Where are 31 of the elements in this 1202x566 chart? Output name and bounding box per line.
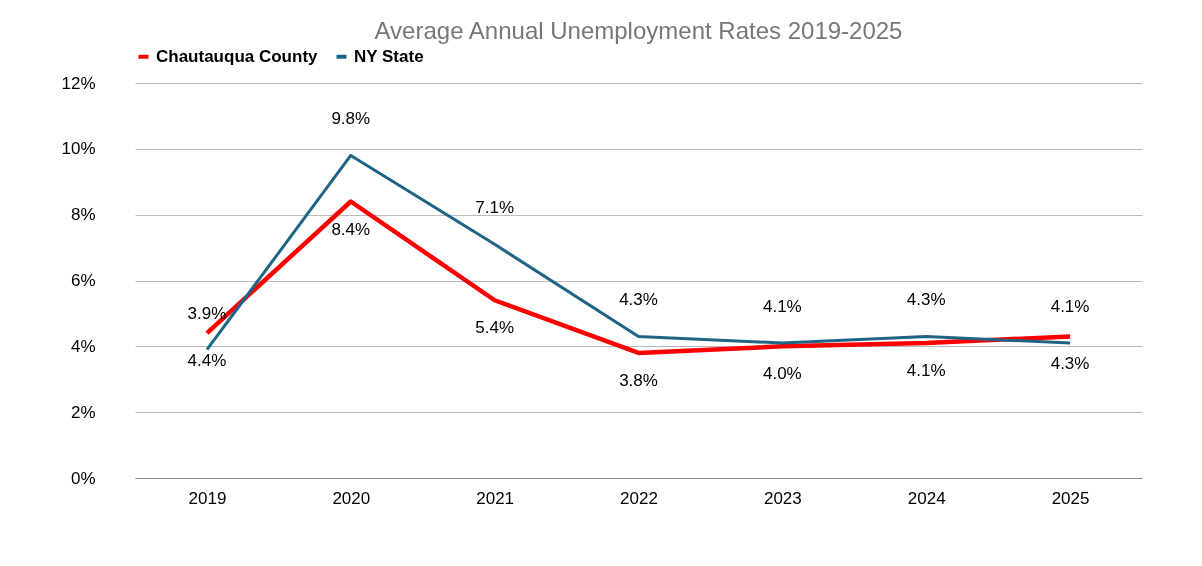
x-tick-label: 2025 [1051,488,1090,508]
data-label: 3.8% [619,370,658,390]
y-tick-label: 2% [70,402,96,422]
x-tick-label: 2021 [476,488,515,508]
chart-title: Average Annual Unemployment Rates 2019-2025 [374,17,903,44]
data-label: 9.8% [331,109,371,129]
y-tick-label: 10% [61,139,96,159]
x-tick-label: 2022 [620,488,658,508]
x-tick-label: 2019 [188,488,227,508]
legend-label: NY State [354,46,424,66]
data-label: 5.4% [475,318,515,338]
y-tick-label: 4% [70,336,96,356]
x-tick-label: 2020 [332,488,371,508]
data-label: 4.1% [906,361,946,381]
data-label: 4.0% [762,364,802,384]
data-label: 4.1% [1050,297,1090,317]
data-label: 7.1% [475,198,515,218]
y-tick-label: 0% [70,468,96,488]
y-tick-label: 6% [70,271,96,290]
y-tick-label: 8% [70,205,96,225]
x-tick-label: 2024 [907,488,946,508]
x-tick-label: 2023 [763,488,802,508]
data-label: 4.1% [762,297,802,317]
y-tick-label: 12% [61,73,96,93]
data-label: 4.4% [187,351,227,371]
legend-label: Chautauqua County [156,46,319,66]
data-label: 4.3% [619,290,658,310]
data-label: 4.3% [1050,354,1090,374]
data-label: 8.4% [331,219,371,239]
data-label: 4.3% [906,290,946,310]
data-label: 3.9% [187,303,227,323]
